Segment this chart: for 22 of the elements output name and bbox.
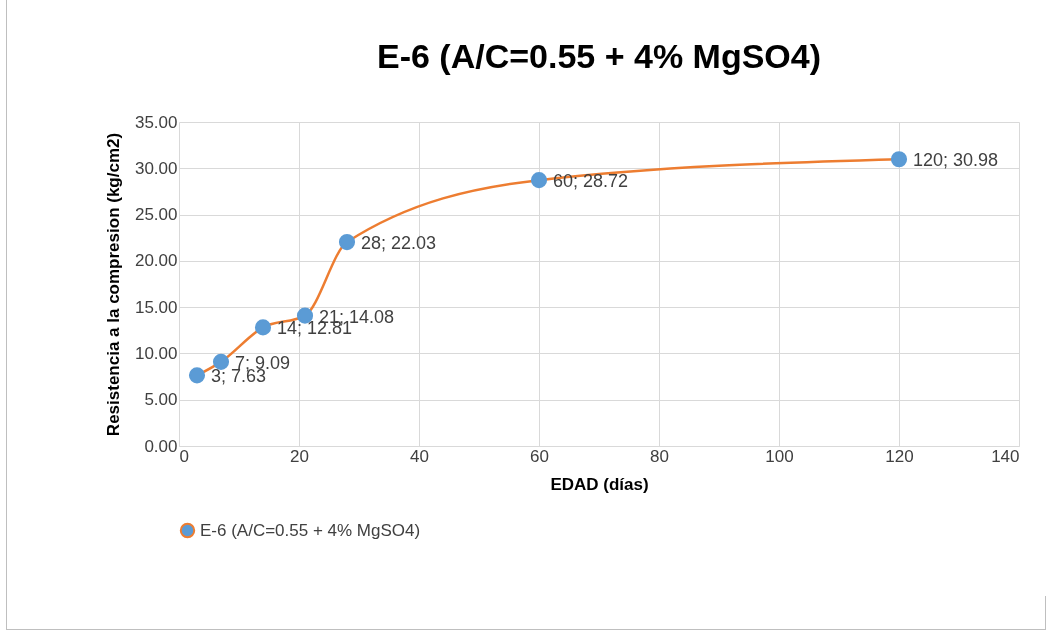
y-tick-label: 30.00 bbox=[134, 158, 178, 178]
y-tick-label: 10.00 bbox=[134, 343, 178, 363]
x-tick-label: 60 bbox=[530, 446, 549, 466]
x-tick-label: 80 bbox=[650, 446, 669, 466]
y-tick-label: 0.00 bbox=[144, 436, 178, 456]
data-label: 28; 22.03 bbox=[361, 233, 437, 254]
y-tick-label: 5.00 bbox=[144, 390, 178, 410]
chart-title: E-6 (A/C=0.55 + 4% MgSO4) bbox=[376, 37, 822, 75]
x-tick-label: 40 bbox=[410, 446, 429, 466]
data-label: 120; 30.98 bbox=[913, 150, 999, 171]
x-axis-title: EDAD (días) bbox=[550, 474, 649, 494]
y-tick-label: 20.00 bbox=[134, 251, 178, 271]
x-tick-label: 0 bbox=[179, 446, 189, 466]
y-tick-label: 15.00 bbox=[134, 297, 178, 317]
legend-label: E-6 (A/C=0.55 + 4% MgSO4) bbox=[200, 520, 421, 540]
x-tick-label: 120 bbox=[885, 446, 914, 466]
x-tick-label: 20 bbox=[290, 446, 309, 466]
y-axis-title: Resistencia a la compresion (kg/cm2) bbox=[103, 132, 123, 437]
x-tick-label: 100 bbox=[765, 446, 794, 466]
y-tick-label: 35.00 bbox=[134, 112, 178, 132]
x-tick-label: 140 bbox=[991, 446, 1020, 466]
y-tick-label: 25.00 bbox=[134, 205, 178, 225]
